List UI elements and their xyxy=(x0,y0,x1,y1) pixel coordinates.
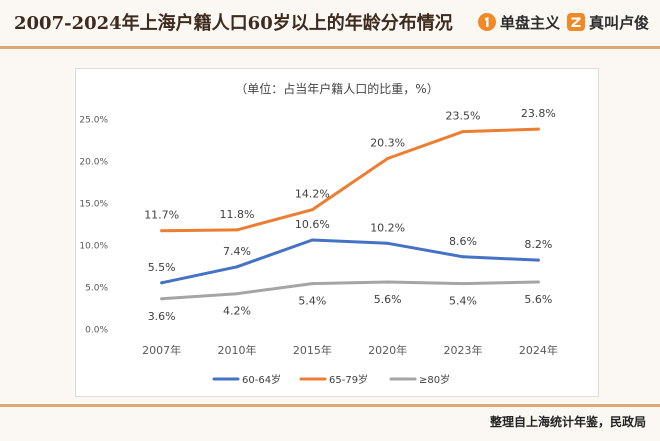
y-tick-label: 5.0% xyxy=(85,284,108,294)
series-line-1 xyxy=(160,238,540,285)
data-point xyxy=(386,241,390,245)
data-label: 7.4% xyxy=(223,245,251,258)
brand1-label: 单盘主义 xyxy=(500,13,561,32)
data-point xyxy=(461,282,465,286)
chart-card: （单位：占当年户籍人口的比重，%） 0.0% 5.0% 10.0% 15.0% 20.0%… xyxy=(75,68,599,397)
data-label: 5.5% xyxy=(148,261,176,274)
data-point xyxy=(461,130,465,134)
data-point xyxy=(310,208,314,212)
header-divider xyxy=(0,46,660,49)
data-point xyxy=(310,282,314,286)
brand2-label: 真叫卢俊 xyxy=(589,13,650,32)
data-label: 5.4% xyxy=(449,295,477,308)
data-label: 23.8% xyxy=(521,107,556,120)
data-label: 23.5% xyxy=(446,110,481,123)
x-tick-label: 2020年 xyxy=(368,343,407,357)
x-tick-label: 2007年 xyxy=(142,343,181,357)
x-tick-label: 2010年 xyxy=(218,343,257,357)
y-tick-label: 0.0% xyxy=(85,326,108,336)
data-point xyxy=(235,292,239,296)
data-label: 20.3% xyxy=(370,136,405,149)
data-label: 5.4% xyxy=(298,295,326,308)
header: 2007-2024年上海户籍人口60岁以上的年龄分布情况 单盘主义 真叫卢俊 xyxy=(0,0,660,44)
x-tick-label: 2024年 xyxy=(519,343,558,357)
data-point xyxy=(235,265,239,269)
data-label: 8.2% xyxy=(524,238,552,251)
data-point xyxy=(536,258,540,262)
data-point xyxy=(386,156,390,160)
legend-label: 65-79岁 xyxy=(329,373,368,386)
chart-title: （单位：占当年户籍人口的比重，%） xyxy=(235,81,438,96)
x-tick-label: 2015年 xyxy=(293,343,332,357)
y-tick-label: 20.0% xyxy=(79,158,108,168)
legend-label: 60-64岁 xyxy=(242,373,281,386)
data-point xyxy=(536,127,540,131)
page-title: 2007-2024年上海户籍人口60岁以上的年龄分布情况 xyxy=(14,13,453,34)
data-label: 11.8% xyxy=(220,208,255,221)
data-point xyxy=(160,297,164,301)
data-point xyxy=(536,280,540,284)
source-note: 整理自上海统计年鉴，民政局 xyxy=(489,415,646,429)
brand-danpanzhuyi: 单盘主义 xyxy=(478,11,560,33)
data-label: 11.7% xyxy=(144,209,179,222)
data-point xyxy=(386,280,390,284)
data-label: 10.2% xyxy=(370,221,405,234)
y-tick-label: 10.0% xyxy=(79,242,108,252)
data-label: 5.6% xyxy=(374,293,402,306)
y-tick-label: 25.0% xyxy=(79,116,108,126)
y-tick-label: 15.0% xyxy=(79,200,108,210)
z-logo-icon xyxy=(567,13,585,31)
series-line-2 xyxy=(160,127,540,233)
data-point xyxy=(235,228,239,232)
data-label: 5.6% xyxy=(524,293,552,306)
data-label: 8.6% xyxy=(449,235,477,248)
series-line-3 xyxy=(160,280,540,301)
legend-label: ≥80岁 xyxy=(419,373,450,386)
data-label: 3.6% xyxy=(148,310,176,323)
data-label: 10.6% xyxy=(295,218,330,231)
data-point xyxy=(461,255,465,259)
data-label: 14.2% xyxy=(295,188,330,201)
number-one-logo-icon xyxy=(478,13,496,31)
data-label: 4.2% xyxy=(223,305,251,318)
data-point xyxy=(160,281,164,285)
x-tick-label: 2023年 xyxy=(444,343,483,357)
brand-zhenjiaolujun: 真叫卢俊 xyxy=(567,11,649,33)
data-point xyxy=(160,229,164,233)
data-point xyxy=(310,238,314,242)
line-chart: （单位：占当年户籍人口的比重，%） 0.0% 5.0% 10.0% 15.0% 20.0%… xyxy=(79,81,558,386)
footer-divider xyxy=(0,404,660,407)
